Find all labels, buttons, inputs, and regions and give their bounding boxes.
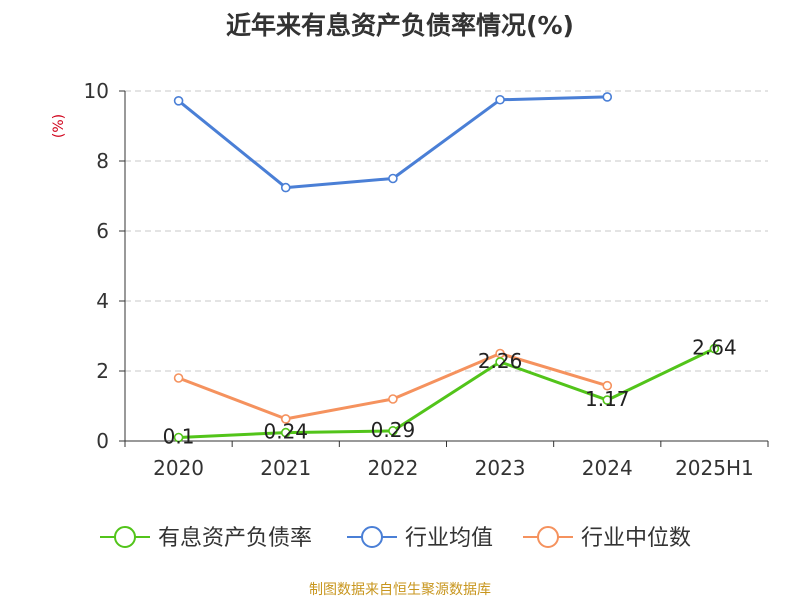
- legend-swatch-marker: [114, 526, 136, 548]
- grid-lines: [125, 90, 768, 372]
- legend-item: 有息资产负债率: [100, 526, 312, 551]
- data-point: [173, 432, 184, 443]
- y-tick-label: 4: [96, 289, 109, 313]
- y-tick-label: 2: [96, 359, 109, 383]
- data-point: [495, 357, 505, 367]
- data-point: [280, 427, 291, 438]
- data-label: 0.24: [263, 420, 308, 444]
- data-point: [388, 394, 398, 404]
- legend-label: 有息资产负债率: [158, 526, 312, 551]
- legend-item: 行业均值: [347, 526, 493, 551]
- data-label: 0.1: [163, 425, 195, 449]
- data-label: 0.29: [371, 418, 416, 442]
- data-point: [388, 173, 398, 184]
- y-axis-label: (%): [51, 114, 67, 138]
- data-point: [602, 395, 613, 405]
- data-point: [280, 414, 291, 424]
- x-tick-label: 2021: [260, 456, 311, 480]
- data-point: [495, 94, 505, 105]
- data-point: [602, 380, 613, 391]
- data-label: 2.26: [478, 349, 523, 373]
- source-note: 制图数据来自恒生聚源数据库: [309, 582, 491, 598]
- x-tick-label: 2024: [582, 456, 633, 480]
- legend-item: 行业中位数: [523, 526, 691, 551]
- x-tick-label: 2022: [367, 456, 418, 480]
- y-tick-label: 6: [96, 219, 109, 243]
- legend-swatch-marker: [361, 526, 383, 548]
- data-label: 2.64: [692, 336, 737, 360]
- y-tick-label: 8: [96, 149, 109, 173]
- legend-label: 行业中位数: [581, 526, 691, 551]
- series-layer: 0.1 0.24 0.29 2.26 1.17 2.64: [163, 92, 737, 449]
- x-tick-label: 2023: [475, 456, 526, 480]
- legend-swatch-marker: [537, 526, 559, 548]
- legend: 有息资产负债率 行业均值 行业中位数: [100, 526, 691, 551]
- series-line: [178, 347, 716, 439]
- y-tick-label: 10: [84, 79, 109, 103]
- y-tick-label: 0: [96, 429, 109, 453]
- axes: 0 2 4 6 8 10 2020 2021 2022 2023 2024 2025H1: [84, 79, 769, 480]
- legend-label: 行业均值: [405, 526, 493, 551]
- x-tick-label: 2020: [153, 456, 204, 480]
- chart-title: 近年来有息资产负债率情况(%): [226, 11, 574, 40]
- data-point: [709, 343, 720, 354]
- data-point: [173, 96, 184, 106]
- data-point: [602, 92, 613, 102]
- data-point: [280, 182, 291, 193]
- data-point: [173, 373, 184, 383]
- x-tick-label: 2025H1: [675, 456, 754, 480]
- data-label: 1.17: [585, 387, 630, 411]
- series-line: [178, 352, 608, 421]
- data-point: [388, 426, 398, 436]
